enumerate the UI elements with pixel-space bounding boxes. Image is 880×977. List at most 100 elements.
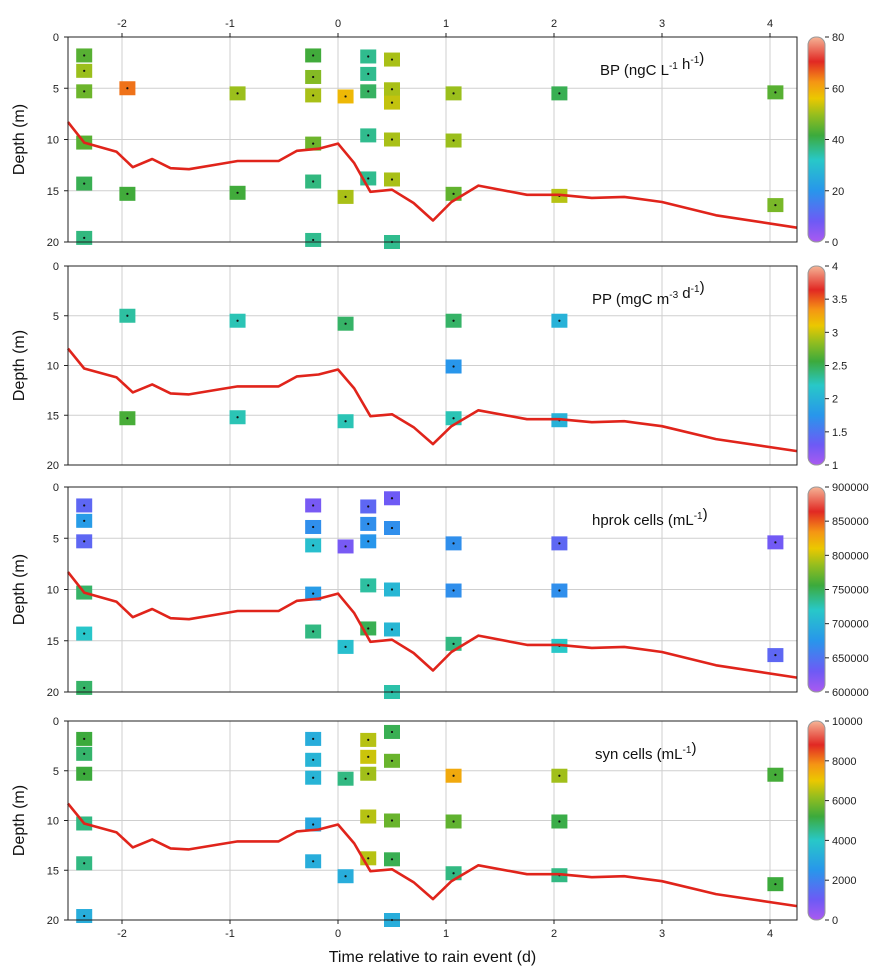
data-point-dot xyxy=(774,91,777,94)
y-ticks: 0 5 10 15 20 xyxy=(47,716,68,927)
data-point-dot xyxy=(558,774,561,777)
y-tick-label: 20 xyxy=(47,915,59,927)
colorbar-tick-label: 4000 xyxy=(832,835,856,847)
data-point-dot xyxy=(126,87,129,90)
data-point-dot xyxy=(390,759,394,762)
y-tick-label: 10 xyxy=(47,585,59,597)
data-point-dot xyxy=(312,504,315,507)
colorbar-tick-label: 900000 xyxy=(832,482,869,494)
y-tick-label: 15 xyxy=(47,410,59,422)
title-text: d xyxy=(678,285,691,302)
data-point-dot xyxy=(83,504,86,507)
colorbar-fill xyxy=(808,266,825,465)
y-ticks: 0 5 10 15 20 xyxy=(47,261,68,472)
data-point-dot xyxy=(312,94,315,97)
data-point-dot xyxy=(83,519,86,522)
data-point-dot xyxy=(558,92,561,95)
data-points xyxy=(119,308,568,429)
colorbar-tick-label: 0 xyxy=(832,915,838,927)
data-point-dot xyxy=(83,69,86,72)
y-ticks: 0 5 10 15 20 xyxy=(47,482,68,699)
title-text: syn cells (mL xyxy=(595,746,683,763)
data-point-dot xyxy=(83,540,86,543)
data-point-dot xyxy=(452,774,455,777)
data-point-dot xyxy=(312,776,315,779)
data-point-dot xyxy=(367,815,370,818)
panel-title: BP (ngC L-1 h-1) xyxy=(600,50,704,79)
title-text: BP (ngC L xyxy=(600,62,669,79)
data-point-dot xyxy=(344,95,347,98)
data-point-dot xyxy=(83,772,86,775)
title-text: ) xyxy=(703,506,708,523)
data-point-dot xyxy=(774,541,777,544)
data-point-dot xyxy=(367,738,370,742)
colorbar-tick-label: 3 xyxy=(832,327,838,339)
data-point-dot xyxy=(236,319,239,322)
colorbar-tick-label: 10000 xyxy=(832,716,863,728)
data-point-dot xyxy=(344,875,347,878)
y-tick-label: 10 xyxy=(47,361,59,373)
y-tick-label: 10 xyxy=(47,816,59,828)
data-point-dot xyxy=(83,737,86,741)
data-point-dot xyxy=(390,138,394,141)
data-point-dot xyxy=(126,192,129,195)
data-point-dot xyxy=(83,90,86,93)
y-axis-label: Depth (m) xyxy=(11,554,28,625)
colorbar-tick-label: 1.5 xyxy=(832,427,847,439)
data-point-dot xyxy=(558,820,561,823)
data-point-dot xyxy=(390,588,394,591)
title-superscript: -1 xyxy=(683,745,692,756)
data-point-dot xyxy=(390,178,394,181)
y-ticks: 0 5 10 15 20 xyxy=(47,32,68,249)
data-point-dot xyxy=(558,589,561,592)
data-point-dot xyxy=(367,540,370,543)
colorbar-tick-label: 4 xyxy=(832,261,838,273)
y-tick-label: 20 xyxy=(47,460,59,472)
y-tick-label: 15 xyxy=(47,865,59,877)
data-point-dot xyxy=(312,54,315,57)
data-point-dot xyxy=(367,134,370,137)
data-point-dot xyxy=(367,857,370,860)
x-tick-label: 1 xyxy=(443,18,449,30)
data-point-dot xyxy=(83,236,86,239)
data-point-dot xyxy=(367,90,370,93)
data-point-dot xyxy=(312,630,315,633)
title-superscript: -1 xyxy=(694,511,703,522)
data-point-dot xyxy=(367,177,370,180)
data-point-dot xyxy=(312,737,315,741)
mixed-layer-line xyxy=(66,347,798,453)
data-point-dot xyxy=(83,182,86,185)
colorbar-tick-label: 600000 xyxy=(832,687,869,699)
y-tick-label: 5 xyxy=(53,766,59,778)
data-point-dot xyxy=(312,75,315,79)
panel-title: PP (mgC m-3 d-1) xyxy=(592,279,705,308)
x-tick-label: 2 xyxy=(551,18,557,30)
colorbar-tick-label: 0 xyxy=(832,237,838,249)
y-tick-label: 15 xyxy=(47,636,59,648)
title-superscript: -1 xyxy=(669,61,678,72)
data-point-dot xyxy=(344,777,347,780)
data-point-dot xyxy=(83,686,86,690)
data-point-dot xyxy=(390,58,394,61)
data-point-dot xyxy=(452,319,455,322)
data-point-dot xyxy=(83,54,86,57)
data-point-dot xyxy=(367,55,370,58)
data-point-dot xyxy=(126,417,129,420)
title-text: ) xyxy=(699,50,704,67)
data-point-dot xyxy=(312,544,315,547)
data-point-dot xyxy=(126,314,129,317)
y-tick-label: 5 xyxy=(53,533,59,545)
data-point-dot xyxy=(312,525,315,529)
title-superscript: -3 xyxy=(669,290,678,301)
y-tick-label: 0 xyxy=(53,716,59,728)
x-axis-label: Time relative to rain event (d) xyxy=(329,949,536,966)
colorbar-tick-label: 80 xyxy=(832,32,844,44)
data-point-dot xyxy=(390,819,394,822)
colorbar-tick-label: 8000 xyxy=(832,756,856,768)
data-point-dot xyxy=(774,883,777,886)
data-point-dot xyxy=(452,542,455,545)
colorbar-tick-label: 3.5 xyxy=(832,294,847,306)
data-point-dot xyxy=(558,319,561,322)
data-point-dot xyxy=(774,773,777,776)
y-tick-label: 10 xyxy=(47,135,59,147)
